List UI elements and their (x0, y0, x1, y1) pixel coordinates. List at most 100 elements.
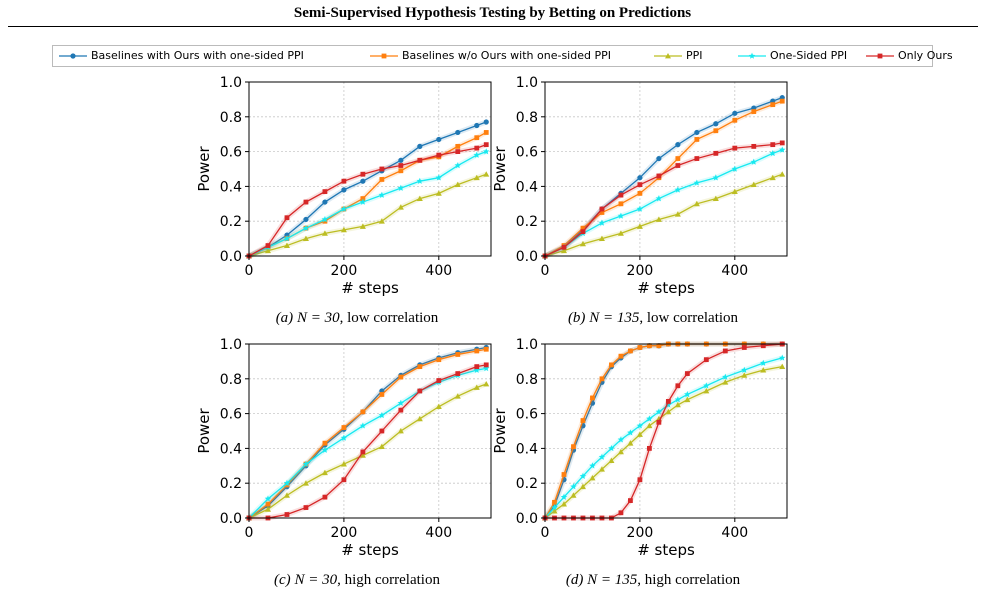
y-tick-label: 0.0 (516, 511, 538, 527)
data-point (483, 119, 489, 125)
data-point (436, 378, 442, 383)
data-point (417, 388, 423, 394)
data-point (608, 457, 615, 463)
x-tick-label: 0 (541, 525, 550, 541)
legend-label: Only Ours (898, 49, 953, 62)
data-point (322, 494, 328, 500)
data-point (646, 415, 653, 422)
data-point (379, 428, 385, 434)
data-point (646, 343, 652, 349)
header-rule (8, 26, 978, 27)
data-point (436, 136, 442, 143)
data-point (636, 223, 643, 229)
data-point (416, 415, 423, 422)
data-point (473, 366, 480, 373)
x-axis-label: # steps (341, 541, 399, 559)
series-line (248, 346, 487, 519)
data-point (322, 199, 328, 205)
data-point (693, 179, 701, 186)
data-point (473, 174, 480, 181)
data-point (302, 480, 309, 486)
data-point (618, 201, 624, 207)
series-line (248, 173, 487, 257)
data-point (561, 244, 567, 250)
data-point (713, 128, 719, 134)
data-point (618, 353, 624, 359)
data-point (779, 363, 786, 370)
data-point (302, 235, 309, 241)
data-point (455, 129, 461, 136)
data-point (713, 121, 719, 127)
y-tick-label: 0.0 (220, 249, 242, 265)
data-point (360, 409, 366, 415)
data-point (359, 223, 366, 229)
data-point (770, 142, 776, 148)
data-point (378, 411, 386, 419)
data-point (598, 466, 605, 472)
data-point (483, 362, 489, 368)
data-point (321, 469, 328, 476)
data-point (732, 145, 738, 151)
x-tick-label: 0 (245, 525, 254, 541)
data-point (321, 446, 329, 453)
data-point (379, 177, 385, 182)
data-point (693, 200, 700, 207)
y-tick-label: 0.2 (220, 476, 242, 492)
y-tick-label: 1.0 (220, 75, 242, 91)
data-point (360, 196, 366, 201)
data-point (769, 174, 776, 181)
data-point (617, 436, 625, 443)
legend-label: PPI (686, 49, 703, 62)
data-point (341, 178, 347, 184)
data-point (703, 387, 710, 394)
caption-b: (b) N = 135, low correlation (567, 310, 739, 326)
data-point (656, 343, 662, 349)
data-point (322, 218, 328, 224)
data-point (741, 372, 748, 378)
x-tick-label: 200 (331, 525, 358, 541)
data-point (560, 247, 567, 254)
data-point (321, 230, 328, 236)
data-point (580, 229, 586, 235)
data-point (589, 474, 596, 481)
data-point (684, 371, 690, 376)
y-tick-label: 0.8 (220, 110, 242, 126)
y-tick-label: 0.8 (516, 372, 538, 388)
legend-swatch (59, 53, 87, 59)
data-point (284, 482, 290, 488)
legend-marker (665, 53, 671, 59)
page-header: Semi-Supervised Hypothesis Testing by Be… (0, 0, 985, 28)
y-tick-label: 1.0 (516, 337, 538, 353)
data-point (283, 492, 290, 498)
data-point (618, 510, 624, 516)
data-point (560, 493, 568, 500)
y-tick-label: 1.0 (220, 337, 242, 353)
legend-marker (70, 53, 76, 59)
data-point (360, 449, 366, 455)
data-point (379, 392, 385, 397)
data-point (551, 504, 558, 511)
data-point (398, 168, 404, 174)
data-point (674, 186, 682, 193)
data-point (264, 506, 271, 512)
series-line (544, 173, 783, 257)
data-point (283, 235, 291, 242)
data-point (265, 243, 271, 248)
data-point (684, 391, 691, 398)
data-point (741, 366, 748, 373)
data-point (474, 348, 480, 354)
data-point (760, 367, 767, 373)
data-point (656, 155, 662, 162)
y-axis-label: Power (491, 145, 509, 191)
data-point (750, 181, 757, 188)
data-point (579, 483, 586, 490)
data-point (731, 165, 739, 172)
chart-panel-d: 0.0 0.2 0.4 0.6 0.8 1.0 0 200 400 # steps Power (d… (491, 334, 813, 596)
data-point (694, 156, 700, 161)
data-point (416, 177, 424, 184)
data-point (598, 235, 605, 241)
x-tick-label: 0 (245, 263, 254, 279)
legend-swatch (370, 53, 398, 59)
y-tick-label: 0.6 (516, 407, 538, 423)
data-point (637, 175, 643, 181)
